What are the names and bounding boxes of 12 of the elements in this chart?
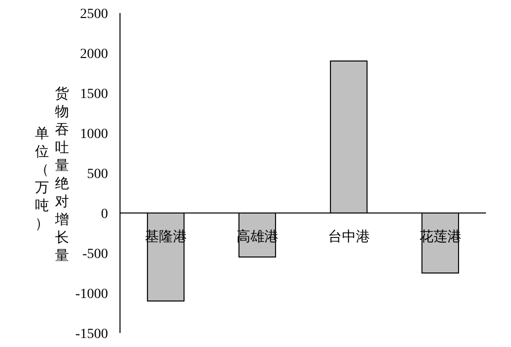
y-tick-label: 2500 [80, 7, 108, 22]
y-tick-label: -1000 [75, 287, 108, 302]
y-tick-label: 500 [87, 167, 108, 182]
y-tick-label: 1000 [80, 127, 108, 142]
text: 货物吞吐量绝对增长量 [55, 87, 69, 264]
y-tick-label: 1500 [80, 87, 108, 102]
y-tick-label: 0 [101, 207, 108, 222]
text: 单位（万吨） [35, 126, 49, 232]
y-tick-label: 2000 [80, 47, 108, 62]
y-tick-label: -500 [82, 247, 108, 262]
x-tick-label: 台中港 [328, 229, 370, 245]
y-tick-label: -1500 [75, 327, 108, 342]
